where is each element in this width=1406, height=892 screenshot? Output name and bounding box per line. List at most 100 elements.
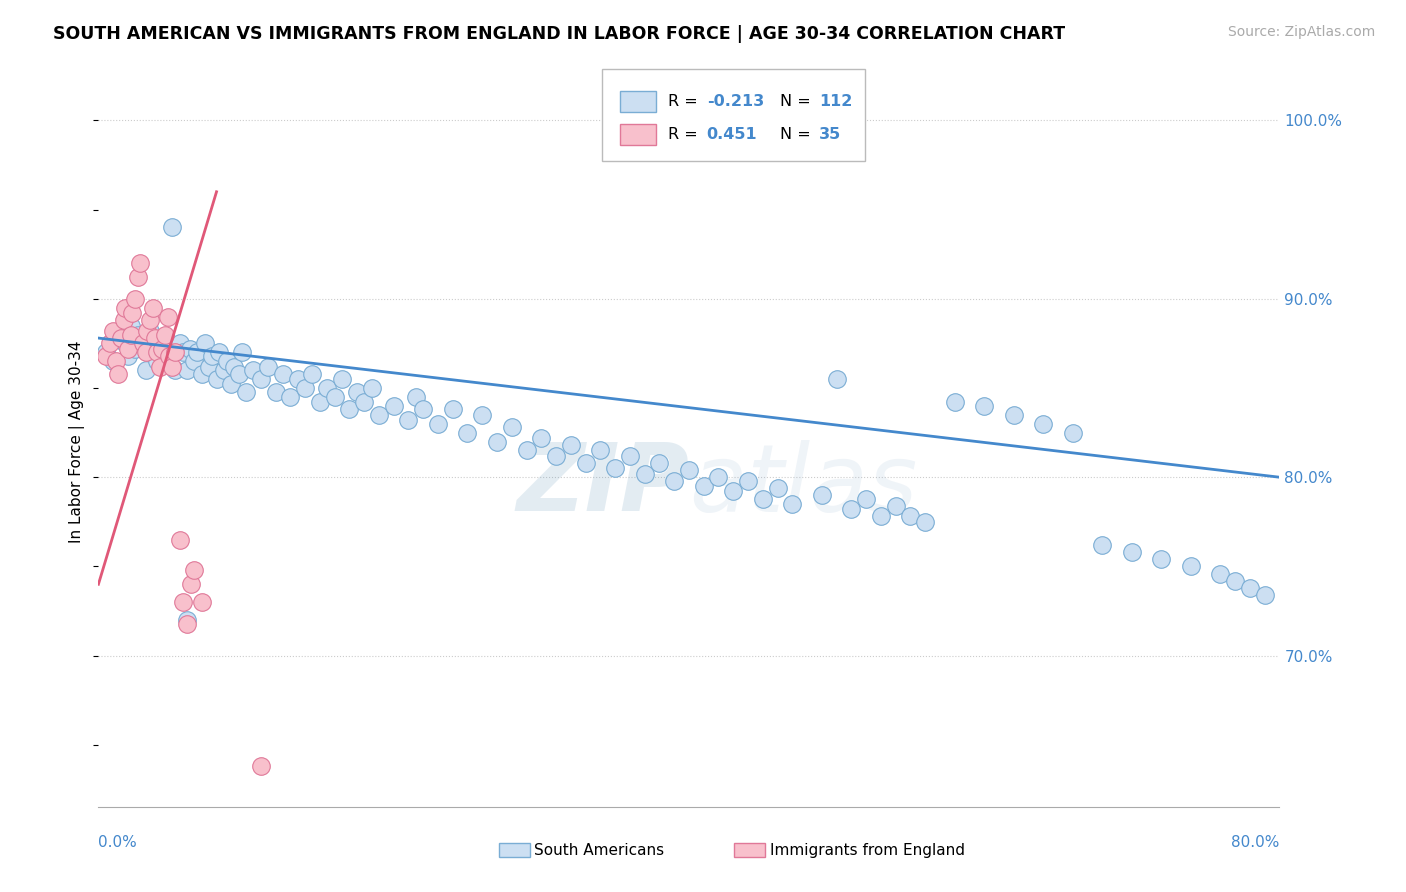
Text: Source: ZipAtlas.com: Source: ZipAtlas.com — [1227, 25, 1375, 39]
Point — [1121, 545, 1143, 559]
Point — [94, 349, 117, 363]
Point — [139, 324, 162, 338]
Point — [142, 345, 165, 359]
Point — [309, 395, 332, 409]
Point — [98, 336, 121, 351]
Point — [575, 456, 598, 470]
Point — [301, 367, 323, 381]
Point — [287, 372, 309, 386]
Point — [105, 331, 128, 345]
Text: atlas: atlas — [689, 440, 917, 531]
Point — [212, 363, 235, 377]
Point — [215, 354, 238, 368]
Point — [441, 402, 464, 417]
Text: 112: 112 — [818, 94, 852, 109]
Point — [914, 515, 936, 529]
Point — [198, 359, 221, 374]
Point — [560, 438, 582, 452]
Point — [180, 577, 202, 591]
Point — [250, 759, 273, 773]
Point — [1180, 559, 1202, 574]
Point — [242, 363, 264, 377]
Point — [782, 497, 804, 511]
Text: -0.213: -0.213 — [707, 94, 763, 109]
Point — [112, 313, 135, 327]
Point — [176, 616, 198, 631]
Point — [294, 381, 316, 395]
Text: 35: 35 — [818, 127, 841, 142]
Point — [228, 367, 250, 381]
Point — [208, 345, 231, 359]
Text: SOUTH AMERICAN VS IMMIGRANTS FROM ENGLAND IN LABOR FORCE | AGE 30-34 CORRELATION: SOUTH AMERICAN VS IMMIGRANTS FROM ENGLAN… — [53, 25, 1066, 43]
Point — [142, 301, 165, 315]
Point — [107, 367, 129, 381]
Text: South Americans: South Americans — [534, 843, 665, 857]
Point — [103, 324, 125, 338]
Point — [149, 359, 172, 374]
Point — [943, 395, 966, 409]
Point — [179, 342, 201, 356]
Point — [136, 340, 159, 354]
Point — [146, 345, 169, 359]
Point — [280, 390, 302, 404]
Point — [124, 342, 146, 356]
Point — [162, 359, 183, 374]
Point — [271, 367, 294, 381]
Point — [973, 399, 995, 413]
Point — [427, 417, 450, 431]
Point — [257, 359, 280, 374]
Point — [127, 270, 149, 285]
Point — [855, 491, 877, 506]
Point — [471, 408, 494, 422]
Point — [398, 413, 420, 427]
Point — [546, 449, 568, 463]
Point — [143, 331, 166, 345]
Point — [117, 349, 139, 363]
Point — [127, 327, 149, 342]
Point — [149, 345, 172, 359]
Point — [105, 354, 128, 368]
Point — [114, 336, 136, 351]
Point — [1254, 588, 1277, 602]
Point — [165, 345, 187, 359]
Point — [183, 354, 205, 368]
Point — [169, 533, 191, 547]
Point — [235, 384, 257, 399]
Point — [186, 345, 208, 359]
Point — [135, 345, 157, 359]
Point — [346, 384, 368, 399]
FancyBboxPatch shape — [620, 91, 655, 112]
Point — [486, 434, 509, 449]
Text: 0.451: 0.451 — [707, 127, 758, 142]
Point — [191, 595, 214, 609]
Point — [250, 372, 273, 386]
Point — [156, 349, 179, 363]
Point — [172, 345, 194, 359]
Point — [360, 381, 382, 395]
Point — [825, 372, 848, 386]
Point — [114, 301, 136, 315]
Point — [162, 342, 183, 356]
Point — [707, 470, 730, 484]
Point — [172, 595, 194, 609]
Text: Immigrants from England: Immigrants from England — [770, 843, 966, 857]
Point — [648, 456, 671, 470]
Point — [224, 359, 246, 374]
Point — [128, 256, 150, 270]
Point — [693, 479, 716, 493]
Point — [120, 327, 142, 342]
Point — [120, 318, 142, 333]
Point — [530, 431, 553, 445]
Point — [589, 443, 612, 458]
Point — [205, 372, 228, 386]
Text: N =: N = — [780, 94, 815, 109]
Point — [136, 324, 159, 338]
Point — [157, 349, 180, 363]
Text: R =: R = — [668, 94, 703, 109]
Point — [221, 377, 243, 392]
Y-axis label: In Labor Force | Age 30-34: In Labor Force | Age 30-34 — [69, 340, 86, 543]
Point — [191, 367, 214, 381]
Point — [353, 395, 375, 409]
Point — [1209, 566, 1232, 581]
Point — [405, 390, 427, 404]
